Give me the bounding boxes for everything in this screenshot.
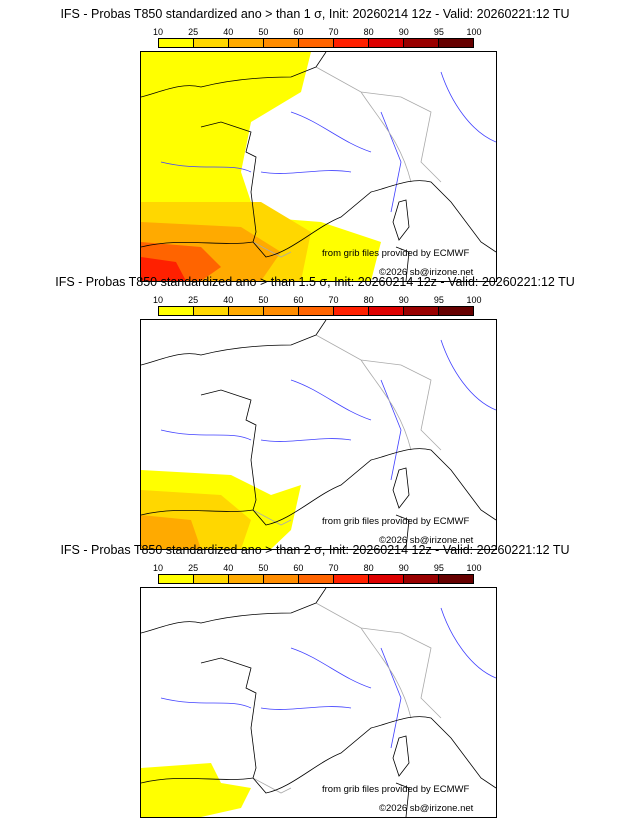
colorbar-swatch	[194, 39, 229, 47]
colorbar-tick: 10	[152, 27, 164, 37]
colorbar-tick: 25	[188, 27, 199, 37]
colorbar-swatch	[194, 307, 229, 315]
colorbar-swatch	[229, 575, 264, 583]
colorbar-swatch	[404, 39, 439, 47]
panel-title: IFS - Probas T850 standardized ano > tha…	[60, 543, 570, 557]
colorbar-tick: 60	[293, 27, 304, 37]
colorbar-swatch	[334, 575, 369, 583]
colorbar-swatch	[404, 575, 439, 583]
colorbar-swatch	[229, 39, 264, 47]
colorbar-swatch	[264, 307, 299, 315]
colorbar-tick: 50	[258, 27, 269, 37]
colorbar-swatch	[369, 307, 404, 315]
borders	[252, 66, 442, 258]
colorbar-tick: 25	[188, 295, 199, 305]
colorbar-tick: 25	[188, 563, 199, 573]
map: from grib files provided by ECMWF ©2026 …	[140, 319, 497, 550]
copyright: ©2026 sb@irizone.net	[379, 267, 474, 278]
panel-title: IFS - Probas T850 standardized ano > tha…	[55, 275, 575, 289]
borders	[252, 602, 442, 794]
colorbar-swatch	[334, 307, 369, 315]
colorbar-tick: 90	[398, 563, 409, 573]
colorbar-swatch	[299, 307, 334, 315]
colorbar: 10 25 40 50 60 70 80 90 95 100	[153, 295, 482, 316]
colorbar-swatch	[299, 39, 334, 47]
colorbar-swatch	[159, 307, 194, 315]
source-credit: from grib files provided by ECMWF	[322, 248, 470, 259]
probability-area	[141, 257, 186, 281]
colorbar-tick: 100	[466, 27, 482, 37]
colorbar-tick: 80	[363, 27, 374, 37]
colorbar-tick: 60	[293, 295, 304, 305]
colorbar-tick: 70	[328, 27, 339, 37]
rivers	[160, 607, 496, 749]
probability-area	[141, 515, 201, 549]
rivers	[160, 339, 496, 481]
colorbar-tick: 10	[152, 563, 164, 573]
colorbar-swatch	[439, 307, 473, 315]
colorbar-swatch	[264, 575, 299, 583]
colorbar-tick: 40	[223, 27, 234, 37]
source-credit: from grib files provided by ECMWF	[322, 784, 470, 795]
borders	[252, 334, 442, 526]
colorbar-tick: 70	[328, 563, 339, 573]
colorbar-swatch	[299, 575, 334, 583]
source-credit: from grib files provided by ECMWF	[322, 516, 470, 527]
map-panel-1: IFS - Probas T850 standardized ano > tha…	[0, 5, 630, 282]
colorbar-tick: 40	[223, 563, 234, 573]
coastline	[141, 320, 496, 549]
colorbar-tick: 70	[328, 295, 339, 305]
colorbar-tick: 10	[152, 295, 164, 305]
colorbar-swatch	[159, 575, 194, 583]
colorbar-tick: 50	[258, 563, 269, 573]
probability-area	[141, 763, 251, 817]
colorbar-tick: 80	[363, 563, 374, 573]
colorbar-tick: 100	[466, 563, 482, 573]
coastline	[141, 588, 496, 817]
colorbar-tick: 50	[258, 295, 269, 305]
colorbar-tick: 95	[433, 27, 444, 37]
colorbar-tick: 90	[398, 295, 409, 305]
map: from grib files provided by ECMWF ©2026 …	[140, 587, 497, 818]
map: from grib files provided by ECMWF ©2026 …	[140, 51, 497, 282]
copyright: ©2026 sb@irizone.net	[379, 803, 474, 814]
colorbar-tick: 95	[433, 563, 444, 573]
colorbar-swatch	[334, 39, 369, 47]
colorbar-tick: 90	[398, 27, 409, 37]
map-panel-3: IFS - Probas T850 standardized ano > tha…	[0, 541, 630, 818]
colorbar-swatch	[194, 575, 229, 583]
colorbar-swatch	[229, 307, 264, 315]
colorbar-swatch	[369, 575, 404, 583]
panel-title: IFS - Probas T850 standardized ano > tha…	[60, 7, 570, 21]
colorbar-tick: 60	[293, 563, 304, 573]
copyright: ©2026 sb@irizone.net	[379, 535, 474, 546]
colorbar-swatch	[439, 39, 473, 47]
colorbar-tick: 40	[223, 295, 234, 305]
colorbar-swatch	[439, 575, 473, 583]
colorbar-swatch	[264, 39, 299, 47]
colorbar: 10 25 40 50 60 70 80 90 95 100	[153, 27, 482, 48]
map-panel-2: IFS - Probas T850 standardized ano > tha…	[0, 273, 630, 550]
colorbar-swatch	[404, 307, 439, 315]
colorbar-swatch	[159, 39, 194, 47]
colorbar: 10 25 40 50 60 70 80 90 95 100	[153, 563, 482, 584]
coastline	[141, 52, 496, 281]
colorbar-tick: 80	[363, 295, 374, 305]
colorbar-swatch	[369, 39, 404, 47]
colorbar-tick: 100	[466, 295, 482, 305]
rivers	[160, 71, 496, 213]
colorbar-tick: 95	[433, 295, 444, 305]
